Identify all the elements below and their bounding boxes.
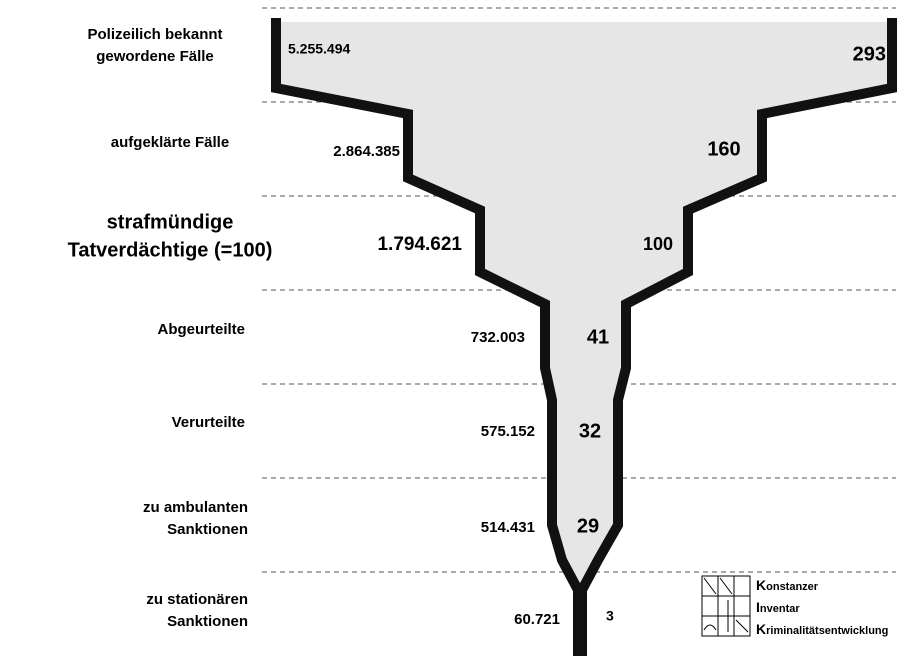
stage-index: 293 [853,43,886,65]
stage-index: 100 [643,234,673,254]
stage-count: 732.003 [471,329,525,346]
stage-count: 2.864.385 [333,143,400,160]
stage-label: zu ambulanten [143,499,248,516]
logo-icon [701,575,751,637]
stage-index: 29 [577,515,599,537]
stage-label: zu stationären [146,591,248,608]
logo-line: Kriminalitätsentwicklung [756,621,889,637]
logo-line: Inventar [756,599,800,615]
stage-index: 160 [707,138,740,160]
stage-label: Tatverdächtige (=100) [68,239,273,261]
funnel-stem [573,586,587,656]
stage-label: gewordene Fälle [96,48,214,65]
stage-label: strafmündige [107,211,234,233]
logo-text: Konstanzer Inventar Kriminalitätsentwicklu… [756,575,888,641]
stage-label: Verurteilte [172,414,245,431]
stage-index: 32 [579,420,601,442]
stage-label: Sanktionen [167,521,248,538]
logo-line: Konstanzer [756,577,819,593]
funnel-fill [276,22,892,590]
stage-count: 514.431 [481,519,535,536]
stage-index: 3 [606,608,614,624]
stage-index: 41 [587,326,609,348]
stage-count: 5.255.494 [288,41,350,57]
stage-label: aufgeklärte Fälle [111,134,229,151]
stage-label: Polizeilich bekannt [87,26,222,43]
stage-label: Sanktionen [167,613,248,630]
stage-count: 575.152 [481,423,535,440]
stage-label: Abgeurteilte [157,321,245,338]
stage-count: 60.721 [514,611,560,628]
stage-count: 1.794.621 [377,234,462,255]
funnel-outline [271,18,897,593]
